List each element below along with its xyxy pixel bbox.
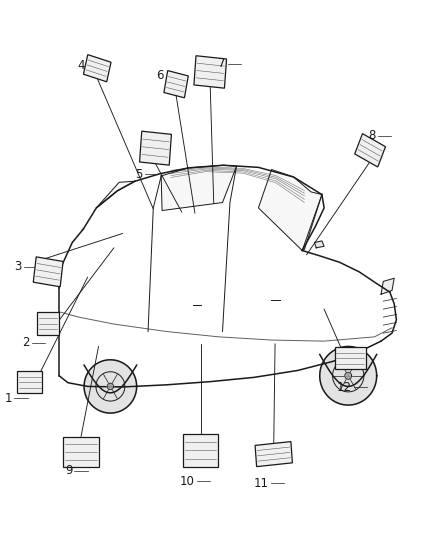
- Text: 10: 10: [180, 475, 195, 488]
- Polygon shape: [96, 181, 135, 208]
- Text: 7: 7: [218, 58, 226, 70]
- Bar: [183, 434, 218, 467]
- Polygon shape: [381, 278, 394, 294]
- Bar: [84, 55, 111, 82]
- Text: 1: 1: [5, 392, 12, 405]
- Polygon shape: [320, 346, 377, 405]
- Text: 8: 8: [368, 130, 375, 142]
- Bar: [194, 56, 226, 88]
- Text: 12: 12: [337, 381, 352, 394]
- Polygon shape: [107, 383, 113, 390]
- Bar: [355, 134, 385, 167]
- Polygon shape: [314, 241, 324, 248]
- Bar: [164, 70, 188, 98]
- Text: 6: 6: [156, 69, 163, 82]
- Bar: [255, 442, 293, 466]
- Polygon shape: [161, 165, 237, 211]
- Bar: [17, 371, 42, 393]
- Text: 3: 3: [14, 260, 22, 273]
- Bar: [33, 257, 63, 287]
- Text: 4: 4: [77, 59, 85, 71]
- Polygon shape: [345, 372, 352, 379]
- Polygon shape: [302, 195, 322, 251]
- Text: 5: 5: [135, 168, 142, 181]
- Bar: [140, 131, 171, 165]
- Text: 11: 11: [254, 477, 268, 490]
- Bar: [335, 347, 366, 369]
- Text: 9: 9: [65, 464, 72, 477]
- Text: 2: 2: [22, 336, 29, 349]
- Polygon shape: [84, 360, 137, 413]
- Bar: [63, 437, 99, 467]
- Bar: [37, 312, 59, 335]
- Polygon shape: [258, 169, 322, 251]
